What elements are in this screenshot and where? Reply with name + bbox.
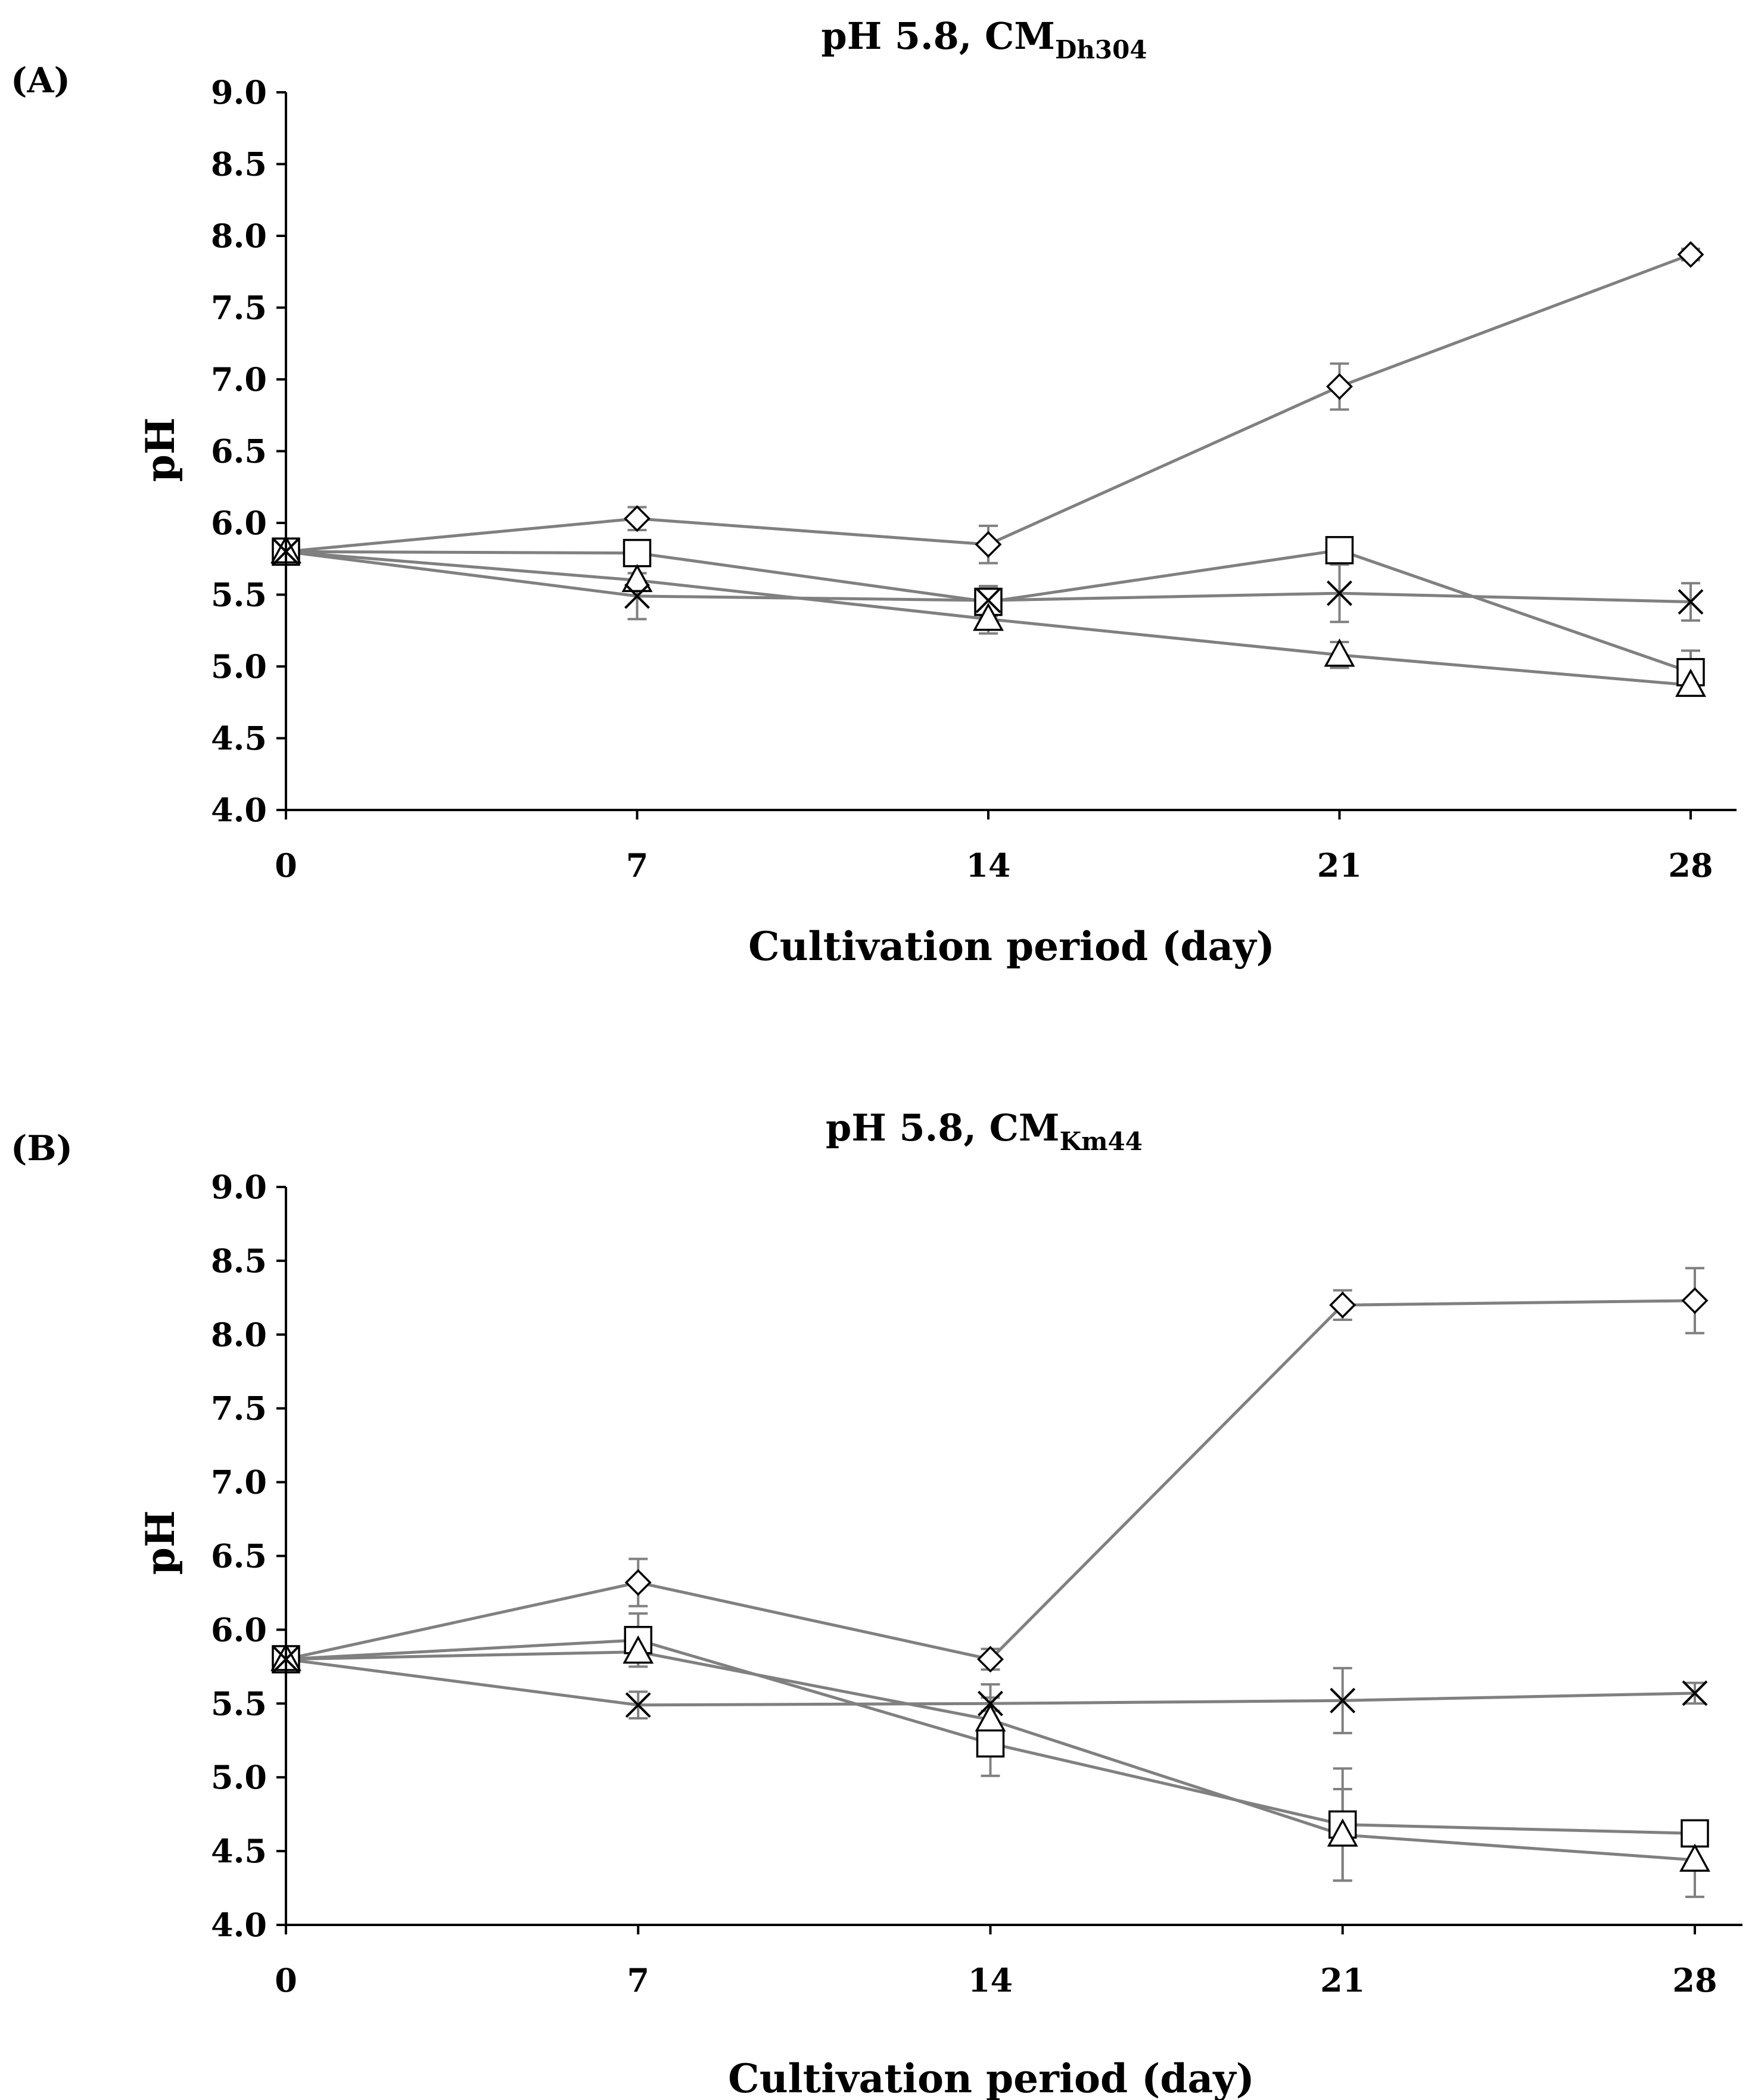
triangle-marker bbox=[621, 563, 653, 593]
y-tick-label: 5.0 bbox=[211, 1758, 267, 1796]
y-tick-label: 6.0 bbox=[211, 1610, 267, 1649]
y-tick-label: 6.5 bbox=[211, 432, 267, 471]
diamond-marker bbox=[977, 1646, 1004, 1673]
y-tick-label: 5.0 bbox=[211, 647, 267, 686]
panel-b-y-ticks: 4.0 4.5 5.0 5.5 6.0 6.5 7.0 7.5 8.0 8.5 9.0 bbox=[211, 1168, 286, 1944]
square-marker bbox=[1681, 1819, 1709, 1848]
panel-b-letter: (B) bbox=[11, 1128, 73, 1169]
diamond-marker bbox=[624, 1569, 652, 1596]
panel-b-x-ticks: 0 7 14 21 28 bbox=[275, 1925, 1717, 1999]
series-line-diamond bbox=[285, 1299, 1695, 1661]
diamond-marker bbox=[624, 505, 651, 532]
triangle-marker bbox=[623, 1635, 654, 1664]
y-tick-label: 5.5 bbox=[211, 1684, 267, 1722]
y-tick-label: 4.5 bbox=[211, 1832, 267, 1870]
panel-b-x-axis-label: Cultivation period (day) bbox=[728, 2055, 1255, 2100]
chart-panel-a: (A) pH 5.8, CMDh304 4.0 4.5 5.0 5.5 6.0 6.5 7.… bbox=[11, 14, 1737, 970]
panel-a-error-bars bbox=[627, 247, 1700, 695]
cross-marker bbox=[1678, 589, 1704, 615]
square-marker bbox=[1325, 536, 1354, 565]
square-marker bbox=[976, 1729, 1005, 1758]
y-tick-label: 4.5 bbox=[211, 719, 267, 758]
panel-b-title-main: pH 5.8, CM bbox=[826, 1106, 1060, 1149]
y-tick-label: 7.0 bbox=[211, 1463, 267, 1501]
diamond-marker bbox=[1329, 1291, 1356, 1319]
x-tick-label: 7 bbox=[627, 1961, 649, 1999]
triangle-marker bbox=[973, 602, 1004, 631]
panel-a-markers bbox=[270, 241, 1706, 697]
panel-a-axes bbox=[285, 92, 1737, 811]
x-tick-label: 14 bbox=[968, 1961, 1013, 1999]
panel-a-y-ticks: 4.0 4.5 5.0 5.5 6.0 6.5 7.0 7.5 8.0 8.5 9.0 bbox=[211, 73, 286, 829]
x-tick-label: 7 bbox=[626, 846, 649, 884]
y-tick-label: 4.0 bbox=[211, 1906, 267, 1944]
y-tick-label: 7.5 bbox=[211, 289, 267, 327]
cross-marker bbox=[624, 583, 650, 609]
panel-a-title-main: pH 5.8, CM bbox=[821, 14, 1055, 58]
cross-marker bbox=[1682, 1680, 1708, 1706]
diamond-marker bbox=[1677, 241, 1704, 268]
panel-b-axes bbox=[285, 1187, 1742, 1926]
triangle-marker bbox=[1327, 1818, 1358, 1847]
diamond-marker bbox=[1326, 373, 1353, 400]
panel-a-letter: (A) bbox=[11, 60, 70, 101]
diamond-marker bbox=[1681, 1287, 1709, 1314]
triangle-marker bbox=[1324, 638, 1355, 667]
y-tick-label: 6.0 bbox=[211, 504, 267, 542]
panel-b-title-subscript: Km44 bbox=[1060, 1127, 1143, 1156]
panel-b-error-bars bbox=[628, 1267, 1704, 1898]
panel-a-plot-area: 4.0 4.5 5.0 5.5 6.0 6.5 7.0 7.5 8.0 8.5 9.0 0 7 14 21… bbox=[211, 73, 1737, 884]
triangle-marker bbox=[1679, 1843, 1710, 1872]
y-tick-label: 8.0 bbox=[211, 217, 267, 255]
y-tick-label: 5.5 bbox=[211, 576, 267, 614]
y-tick-label: 8.5 bbox=[211, 145, 267, 183]
y-tick-label: 6.5 bbox=[211, 1537, 267, 1575]
x-tick-label: 21 bbox=[1317, 846, 1362, 884]
y-tick-label: 8.0 bbox=[211, 1316, 267, 1354]
diamond-marker bbox=[975, 531, 1002, 558]
panel-a-title: pH 5.8, CMDh304 bbox=[821, 14, 1147, 64]
cross-marker bbox=[1330, 1687, 1356, 1713]
chart-panel-b: (B) pH 5.8, CMKm44 4.0 4.5 5.0 5.5 6.0 6.5 7.0… bbox=[11, 1106, 1742, 2100]
panel-b-plot-area: 4.0 4.5 5.0 5.5 6.0 6.5 7.0 7.5 8.0 8.5 9.0 0 7 14 21… bbox=[211, 1168, 1742, 1999]
y-tick-label: 7.5 bbox=[211, 1389, 267, 1428]
y-tick-label: 8.5 bbox=[211, 1242, 267, 1280]
panel-a-title-subscript: Dh304 bbox=[1055, 35, 1147, 64]
x-tick-label: 14 bbox=[966, 846, 1010, 884]
triangle-marker bbox=[975, 1703, 1006, 1732]
panel-b-title: pH 5.8, CMKm44 bbox=[826, 1106, 1143, 1156]
y-tick-label: 9.0 bbox=[211, 73, 267, 111]
x-tick-label: 0 bbox=[275, 846, 297, 884]
panel-a-y-axis-label: pH bbox=[137, 417, 183, 482]
cross-marker bbox=[975, 587, 1001, 613]
y-tick-label: 9.0 bbox=[211, 1168, 267, 1206]
triangle-marker bbox=[1675, 668, 1706, 697]
cross-marker bbox=[625, 1692, 651, 1718]
panel-b-y-axis-label: pH bbox=[137, 1510, 183, 1575]
panel-a-x-axis-label: Cultivation period (day) bbox=[748, 923, 1275, 970]
panel-a-x-ticks: 0 7 14 21 28 bbox=[275, 810, 1713, 884]
y-tick-label: 4.0 bbox=[211, 791, 267, 829]
square-marker bbox=[623, 538, 652, 568]
x-tick-label: 0 bbox=[275, 1961, 297, 1999]
cross-marker bbox=[978, 1690, 1003, 1716]
x-tick-label: 21 bbox=[1320, 1961, 1365, 1999]
x-tick-label: 28 bbox=[1672, 1961, 1717, 1999]
panel-b-markers bbox=[270, 1287, 1710, 1872]
series-line-diamond bbox=[285, 253, 1691, 553]
y-tick-label: 7.0 bbox=[211, 360, 267, 398]
cross-marker bbox=[1327, 580, 1352, 606]
x-tick-label: 28 bbox=[1668, 846, 1713, 884]
